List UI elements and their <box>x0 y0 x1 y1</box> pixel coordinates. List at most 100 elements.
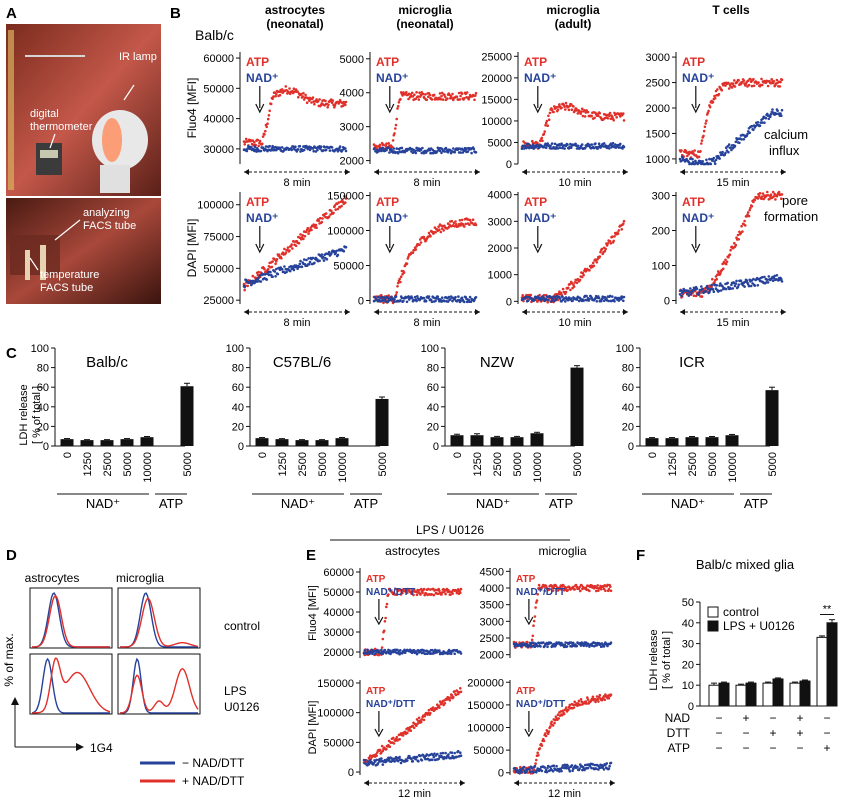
data-point <box>271 260 274 263</box>
data-point <box>560 293 563 296</box>
data-point <box>453 652 457 656</box>
data-point <box>531 141 535 145</box>
panel-d-histograms <box>29 587 201 715</box>
data-point <box>565 766 568 770</box>
y-tick-label: 0 <box>433 441 439 453</box>
data-point <box>550 300 553 303</box>
y-tick-label: 2000 <box>340 156 364 168</box>
data-point <box>608 240 612 243</box>
y-tick-label: 40 <box>682 618 694 630</box>
data-point <box>261 142 264 146</box>
data-point <box>435 297 438 300</box>
d-legend-neg: − NAD/DTT <box>182 756 245 770</box>
legend-nad: NAD⁺ <box>376 211 408 225</box>
data-point <box>429 711 432 715</box>
data-point <box>724 84 727 87</box>
data-point <box>607 299 610 303</box>
data-point <box>307 257 310 260</box>
data-point <box>606 117 610 120</box>
data-point <box>417 760 420 763</box>
data-point <box>570 108 574 111</box>
data-point <box>544 734 548 738</box>
data-point <box>573 588 576 591</box>
data-point <box>396 104 400 108</box>
data-point <box>275 267 278 271</box>
treatment-sign: − <box>823 711 830 725</box>
data-point <box>331 99 335 102</box>
y-tick-label: 40000 <box>323 607 354 619</box>
data-point <box>708 105 712 109</box>
data-point <box>259 149 263 153</box>
data-point <box>550 108 554 112</box>
data-point <box>267 273 271 277</box>
data-point <box>454 693 458 697</box>
data-point <box>458 219 462 222</box>
data-point <box>616 232 620 235</box>
time-label: 8 min <box>414 177 441 189</box>
data-point <box>544 124 547 127</box>
data-point <box>438 228 441 231</box>
y-tick-label: 20 <box>622 421 634 433</box>
treatment-label: NAD <box>665 711 691 725</box>
data-point <box>285 270 288 274</box>
data-point <box>395 593 399 596</box>
x-tick-label: 10000 <box>532 452 544 483</box>
data-point <box>566 286 570 290</box>
data-point <box>245 149 249 153</box>
data-point <box>705 284 709 288</box>
data-point <box>583 146 587 150</box>
data-point <box>383 296 386 299</box>
data-point <box>270 265 274 269</box>
data-point <box>388 745 392 748</box>
data-point <box>761 192 765 195</box>
bar <box>275 439 289 446</box>
data-point <box>620 228 624 231</box>
data-point <box>446 300 450 303</box>
y-tick-label: 20 <box>682 659 694 671</box>
x-tick-label: 1250 <box>472 452 484 476</box>
data-point <box>330 101 334 104</box>
data-point <box>697 291 701 295</box>
data-point <box>402 299 405 303</box>
data-point <box>384 144 388 147</box>
d-xlabel: 1G4 <box>90 741 113 755</box>
data-point <box>403 651 407 654</box>
stimulus-arrowhead <box>533 243 543 254</box>
data-point <box>594 297 597 300</box>
data-point <box>378 143 382 147</box>
panel-b-subplot: 0 50000 100000 150000 8 min ATP NAD⁺ <box>327 191 480 329</box>
data-point <box>321 217 324 220</box>
data-point <box>752 200 755 204</box>
data-point <box>411 590 415 593</box>
data-point <box>775 78 779 82</box>
y-tick-label: 100 <box>226 343 244 355</box>
treatment-sign: − <box>715 741 722 755</box>
legend-swatch-control <box>707 606 719 618</box>
data-point <box>344 103 347 107</box>
data-point <box>306 226 310 230</box>
data-point <box>556 147 560 150</box>
data-point <box>531 143 535 146</box>
data-point <box>412 588 416 591</box>
data-point <box>363 649 367 652</box>
data-point <box>590 114 593 118</box>
data-point <box>296 90 299 93</box>
data-point <box>738 141 741 145</box>
data-point <box>558 103 561 106</box>
data-point <box>315 226 318 229</box>
data-point <box>264 129 267 133</box>
x-tick-label: 0 <box>647 452 659 458</box>
data-point <box>613 235 616 238</box>
data-point <box>243 285 246 289</box>
data-point <box>699 150 702 153</box>
y-tick-label: 0 <box>238 441 244 453</box>
data-point <box>593 644 596 648</box>
treatment-label: DTT <box>667 726 691 740</box>
data-point <box>749 206 752 210</box>
data-point <box>432 755 436 759</box>
data-point <box>305 230 308 234</box>
d-row-control: control <box>224 619 260 633</box>
data-point <box>415 593 419 596</box>
y-tick-label: 100 <box>652 261 670 273</box>
